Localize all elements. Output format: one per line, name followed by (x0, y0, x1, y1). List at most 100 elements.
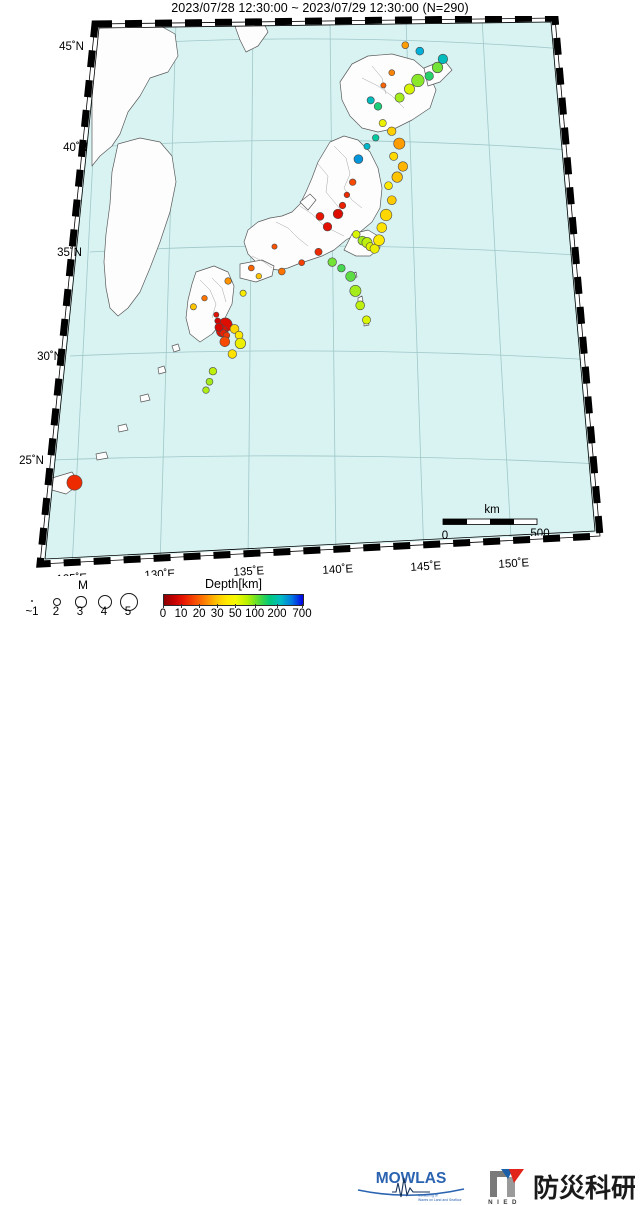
earthquake-marker[interactable] (393, 137, 406, 150)
earthquake-marker[interactable] (337, 264, 346, 273)
earthquake-marker[interactable] (384, 181, 393, 190)
earthquake-marker[interactable] (322, 222, 333, 232)
earthquake-marker[interactable] (234, 330, 244, 340)
earthquake-marker[interactable] (372, 134, 380, 142)
map-panel[interactable]: km 0 500 45˚N 40˚N 35˚N (0, 16, 640, 576)
earthquake-marker[interactable] (271, 243, 278, 250)
earthquake-marker[interactable] (234, 337, 246, 349)
page-title: 2023/07/28 12:30:00 ~ 2023/07/29 12:30:0… (171, 1, 469, 15)
earthquake-marker[interactable] (355, 300, 365, 311)
admin-boundaries (199, 65, 405, 319)
earthquake-markers[interactable] (66, 41, 448, 491)
earthquake-marker[interactable] (205, 377, 214, 386)
nied-logo-text: 防災科研 (533, 1174, 635, 1204)
earthquake-marker[interactable] (394, 92, 405, 103)
magnitude-label-3: 4 (100, 606, 108, 618)
depth-legend-title: Depth[km] (205, 577, 262, 591)
depth-tick-0 (163, 604, 164, 608)
magnitude-symbol-1 (30, 599, 34, 603)
land-ishigaki (95, 451, 109, 461)
map-frame (36, 16, 604, 568)
earthquake-marker[interactable] (327, 257, 337, 267)
earthquake-marker[interactable] (208, 367, 217, 376)
earthquake-marker[interactable] (239, 289, 247, 297)
earthquake-marker[interactable] (219, 336, 231, 347)
earthquake-marker[interactable] (315, 212, 325, 221)
land-shikoku (239, 259, 275, 283)
earthquake-marker[interactable] (362, 315, 371, 325)
earthquake-marker[interactable] (369, 243, 380, 254)
earthquake-marker[interactable] (332, 208, 344, 219)
magnitude-label-0: ~1 (25, 606, 39, 618)
earthquake-marker[interactable] (202, 386, 210, 394)
depth-tick-100 (254, 604, 256, 608)
earthquake-marker[interactable] (227, 349, 237, 359)
land-okinawa (139, 393, 151, 403)
earthquake-marker[interactable] (338, 201, 347, 210)
earthquake-marker[interactable] (314, 247, 323, 256)
earthquake-marker[interactable] (404, 83, 415, 95)
lon-label-150: 150˚E (498, 557, 530, 571)
earthquake-marker[interactable] (389, 151, 399, 161)
earthquake-marker[interactable] (380, 82, 387, 89)
earthquake-marker[interactable] (388, 69, 396, 76)
depth-tick-label-100: 100 (245, 608, 265, 620)
earthquake-marker[interactable] (189, 303, 197, 311)
mowlas-tagline-1: Monitoring of (418, 1194, 438, 1198)
lon-label-135: 135˚E (233, 565, 265, 576)
earthquake-marker[interactable] (378, 119, 387, 128)
earthquake-marker[interactable] (345, 271, 356, 282)
earthquake-marker[interactable] (376, 222, 388, 233)
earthquake-marker[interactable] (411, 73, 425, 88)
earthquake-marker[interactable] (213, 311, 220, 318)
earthquake-marker[interactable] (424, 71, 434, 81)
depth-tick-700 (302, 604, 303, 608)
magnitude-label-4: 5 (124, 606, 132, 618)
earthquake-marker[interactable] (363, 142, 371, 150)
land-amami (157, 365, 167, 375)
land-miyako (117, 423, 129, 433)
map-body: km 0 500 (40, 18, 600, 564)
magnitude-symbol-3 (75, 596, 87, 608)
earthquake-marker[interactable] (343, 191, 351, 199)
earthquake-marker[interactable] (353, 154, 364, 164)
lon-label-140: 140˚E (322, 563, 354, 576)
earthquake-marker[interactable] (349, 178, 357, 186)
nied-acronym: N I E D (488, 1199, 518, 1205)
earthquake-marker[interactable] (298, 259, 305, 266)
earthquake-marker[interactable] (373, 234, 385, 246)
depth-tick-label-20: 20 (192, 608, 206, 620)
depth-tick-30 (217, 604, 219, 608)
earthquake-marker[interactable] (349, 284, 362, 297)
earthquake-marker[interactable] (397, 161, 408, 172)
magnitude-legend-symbols (28, 593, 148, 611)
earthquake-marker[interactable] (437, 53, 448, 65)
earthquake-marker[interactable] (431, 61, 444, 74)
earthquake-marker[interactable] (248, 264, 255, 272)
earthquake-marker[interactable] (352, 230, 361, 239)
earthquake-marker[interactable] (278, 267, 286, 276)
depth-tick-label-200: 200 (267, 608, 287, 620)
earthquake-marker[interactable] (401, 41, 410, 49)
earthquake-marker[interactable] (255, 273, 262, 280)
earthquake-marker[interactable] (415, 46, 425, 56)
earthquake-marker[interactable] (380, 208, 393, 222)
land-miyakejima (357, 295, 364, 303)
map-canvas[interactable]: km 0 500 45˚N 40˚N 35˚N (0, 16, 640, 576)
earthquake-marker[interactable] (387, 195, 397, 205)
earthquake-marker[interactable] (391, 171, 403, 183)
earthquake-marker[interactable] (229, 324, 240, 334)
earthquake-marker[interactable] (224, 277, 232, 285)
land-continent-nw (91, 18, 179, 167)
depth-tick-label-50: 50 (228, 608, 242, 620)
nied-mark-icon: N I E D (488, 1169, 524, 1205)
land-korea (103, 137, 177, 317)
earthquake-marker[interactable] (214, 322, 224, 332)
earthquake-marker[interactable] (214, 317, 221, 325)
earthquake-marker[interactable] (66, 474, 83, 491)
lat-label-25: 25˚N (19, 455, 44, 467)
earthquake-marker[interactable] (373, 102, 383, 111)
earthquake-marker[interactable] (201, 295, 208, 302)
earthquake-marker[interactable] (387, 126, 397, 136)
earthquake-marker[interactable] (366, 96, 375, 105)
